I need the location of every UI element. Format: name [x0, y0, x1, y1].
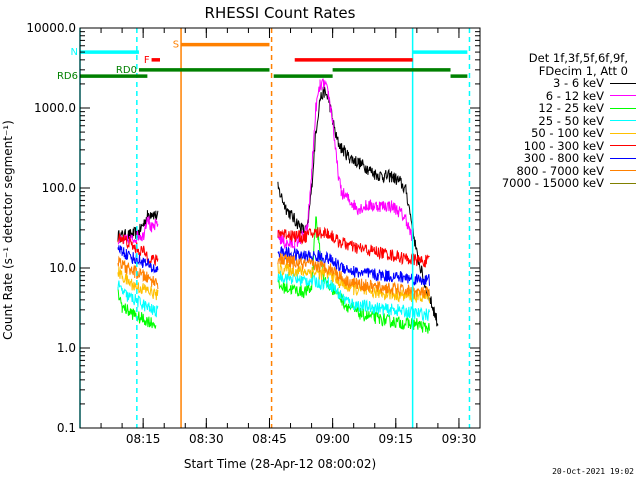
y-tick-label: 100.0: [42, 181, 76, 195]
legend-swatch: [610, 82, 636, 84]
series-line: [117, 226, 430, 268]
legend-label: 50 - 100 keV: [531, 126, 604, 140]
y-tick-label: 10000.0: [26, 21, 76, 35]
flag-bar-label: N: [71, 47, 78, 58]
legend-entry: 50 - 100 keV: [478, 127, 636, 140]
y-tick-label: 0.1: [57, 421, 76, 435]
plot-frame: [79, 27, 481, 429]
y-axis-label: Count Rate (s⁻¹ detector segment⁻¹): [1, 120, 15, 340]
legend-swatch: [610, 132, 636, 134]
legend-label: 3 - 6 keV: [553, 76, 604, 90]
y-tick-label: 1.0: [57, 341, 76, 355]
chart-title: RHESSI Count Rates: [205, 4, 356, 22]
series-line: [117, 78, 414, 251]
legend-entry: 6 - 12 keV: [478, 88, 636, 103]
y-tick-label: 1000.0: [34, 101, 76, 115]
legend-label: 12 - 25 keV: [538, 101, 604, 115]
legend-swatch: [610, 95, 636, 97]
legend-label: 25 - 50 keV: [538, 113, 604, 128]
x-tick-label: 09:15: [378, 432, 413, 446]
legend-entry: 3 - 6 keV: [478, 77, 636, 90]
legend-swatch: [610, 157, 636, 159]
flag-bar-label: RD6: [57, 71, 78, 82]
x-tick-label: 09:00: [315, 432, 350, 446]
y-tick-label: 10.0: [49, 261, 76, 275]
legend-swatch: [610, 120, 636, 122]
x-tick-label: 08:15: [126, 432, 161, 446]
legend-label: 300 - 800 keV: [523, 151, 604, 165]
axes: 0.1 1.0 10.0 100.0 1000.0 10000.0 08:15 08:30 08…: [26, 21, 481, 446]
legend-label: 100 - 300 keV: [523, 138, 604, 153]
legend: Det 1f,3f,5f,6f,9f, FDecim 1, Att 0 3 - …: [478, 52, 636, 190]
legend-entry: 300 - 800 keV: [478, 152, 636, 165]
legend-header-line-1: Det 1f,3f,5f,6f,9f,: [528, 51, 628, 65]
x-tick-label: 09:30: [442, 432, 477, 446]
legend-entry: 25 - 50 keV: [478, 113, 636, 128]
legend-entry: 800 - 7000 keV: [478, 163, 636, 178]
x-axis-label: Start Time (28-Apr-12 08:00:02): [184, 457, 376, 471]
series-line: [117, 270, 430, 322]
flag-bar-label: RD0: [116, 65, 137, 76]
series-line: [117, 253, 430, 298]
data-series: [117, 78, 439, 334]
flag-bar-label: S: [173, 40, 179, 51]
legend-label: 7000 - 15000 keV: [501, 176, 604, 190]
flag-bar-label: F: [144, 55, 150, 66]
legend-swatch: [610, 107, 636, 109]
legend-entry: 100 - 300 keV: [478, 138, 636, 153]
series-line: [117, 245, 430, 286]
legend-swatch: [610, 182, 636, 184]
legend-swatch: [610, 170, 636, 172]
legend-label: 800 - 7000 keV: [516, 163, 604, 178]
legend-entry: 12 - 25 keV: [478, 102, 636, 115]
legend-swatch: [610, 145, 636, 147]
legend-header-line-2: FDecim 1, Att 0: [538, 63, 628, 78]
series-line: [117, 262, 430, 304]
legend-label: 6 - 12 keV: [545, 88, 604, 103]
legend-entry: 7000 - 15000 keV: [478, 177, 636, 190]
timestamp: 20-Oct-2021 19:02: [552, 467, 634, 476]
x-tick-label: 08:30: [189, 432, 224, 446]
x-tick-label: 08:45: [252, 432, 287, 446]
